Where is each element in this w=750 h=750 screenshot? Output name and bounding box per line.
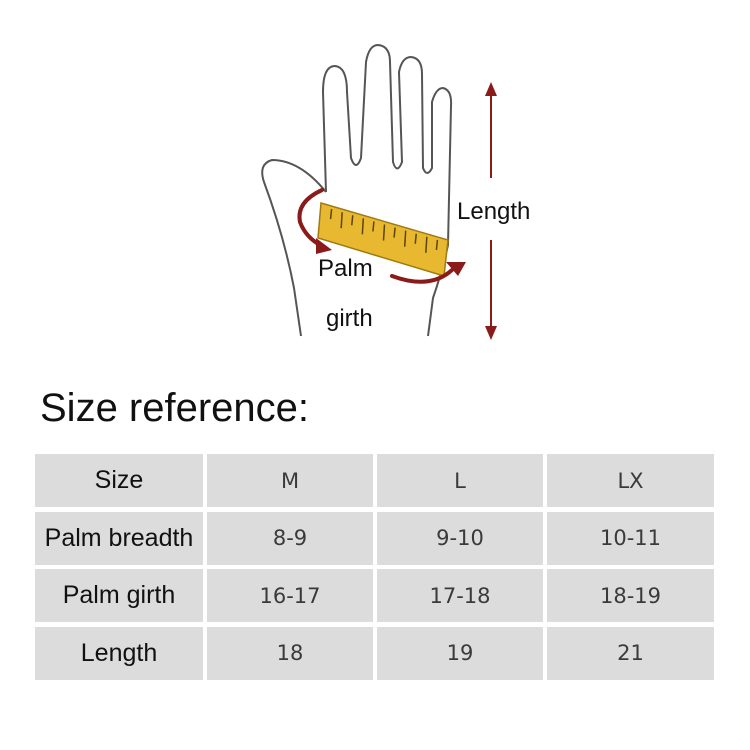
table-cell: 16-17 [207,569,373,622]
arrow-up-icon [485,82,497,96]
ruler-tick [372,221,375,232]
table-cell: 18-19 [547,569,714,622]
ruler-tick [414,233,417,244]
ruler-tick [361,218,365,235]
arrowhead-icon [316,238,332,254]
table-header-cell: L [377,454,543,507]
length-label: Length [457,198,531,225]
ruler-tick [351,215,354,226]
table-row-label: Length [35,626,203,680]
arrowhead-icon [446,262,466,276]
table-cell: 19 [377,626,543,680]
table-header-cell: M [207,454,373,507]
hand-outline [261,44,453,337]
table-cell: 17-18 [377,569,543,622]
ruler-tick [329,209,333,220]
table-cell: 9-10 [377,511,543,565]
ruler-tick [435,239,439,250]
arrow-down-icon [485,326,497,340]
girth-arrows [297,188,454,284]
table-cell: 10-11 [547,511,714,565]
table-header-cell: LX [547,454,714,507]
ruler-tape [317,202,449,277]
size-table: Size M L LX Palm breadth 8-9 9-10 10-11 Palm gir… [35,454,714,680]
palm-label: Palm [318,255,373,282]
table-header-cell: Size [35,454,203,507]
girth-label: girth [326,305,373,332]
ruler-tick [403,230,407,247]
ruler-tick [382,224,386,241]
table-cell: 8-9 [207,511,373,565]
hand-measurement-diagram [261,44,497,340]
table-row-label: Palm girth [35,569,203,622]
table-cell: 21 [547,626,714,680]
ruler-tick [340,212,343,229]
ruler-tick [393,227,396,238]
size-reference-title: Size reference: [40,386,310,430]
ruler-tick [425,236,428,253]
table-row-label: Palm breadth [35,511,203,565]
table-cell: 18 [207,626,373,680]
